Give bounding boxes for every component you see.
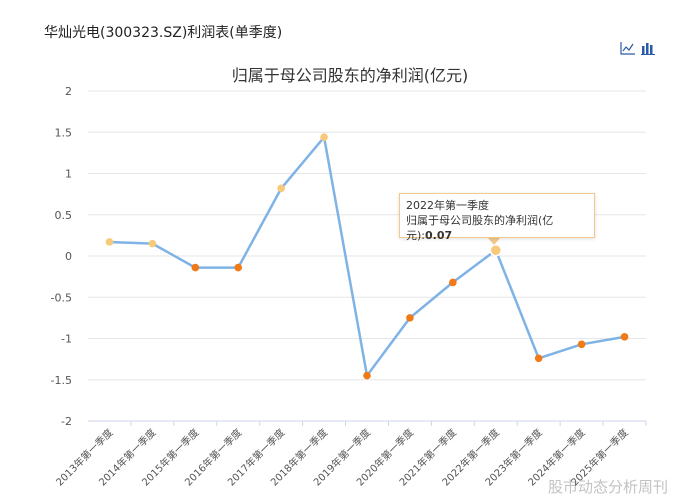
y-tick-label: 1.5 (55, 126, 73, 139)
tooltip-arrow (488, 238, 500, 245)
y-tick-label: 2 (65, 85, 72, 98)
data-point (620, 333, 629, 341)
data-point (489, 243, 503, 257)
tooltip-label: 归属于母公司股东的净利润(亿元): (406, 214, 554, 242)
data-point (577, 340, 586, 349)
data-point (320, 133, 328, 141)
bar-chart-icon[interactable] (640, 40, 656, 56)
data-point (234, 263, 243, 272)
y-tick-label: 0.5 (55, 209, 73, 222)
data-point (363, 371, 371, 380)
tooltip-row: 归属于母公司股东的净利润(亿元):0.07 (406, 213, 588, 243)
y-tick-label: 0 (65, 250, 72, 263)
line-chart-icon[interactable] (620, 40, 636, 56)
y-tick-label: -1 (61, 333, 72, 346)
tooltip-value: 0.07 (425, 229, 453, 242)
watermark: 股市动态分析周刊 (548, 478, 669, 496)
data-tooltip: 2022年第一季度 归属于母公司股东的净利润(亿元):0.07 (399, 193, 595, 242)
data-point (148, 239, 157, 248)
data-point (191, 263, 200, 272)
page-title: 华灿光电(300323.SZ)利润表(单季度) (44, 25, 283, 41)
y-tick-label: -2 (61, 415, 72, 428)
data-point (449, 278, 457, 287)
data-point (534, 354, 543, 363)
data-point (406, 314, 414, 322)
y-tick-label: -0.5 (51, 291, 72, 304)
chart-toolbar (620, 40, 656, 56)
data-point (105, 238, 114, 246)
chart-title: 归属于母公司股东的净利润(亿元) (231, 66, 469, 85)
tooltip-category: 2022年第一季度 (406, 199, 489, 212)
data-point (277, 184, 285, 193)
y-tick-label: -1.5 (51, 374, 72, 387)
y-tick-label: 1 (65, 168, 72, 181)
